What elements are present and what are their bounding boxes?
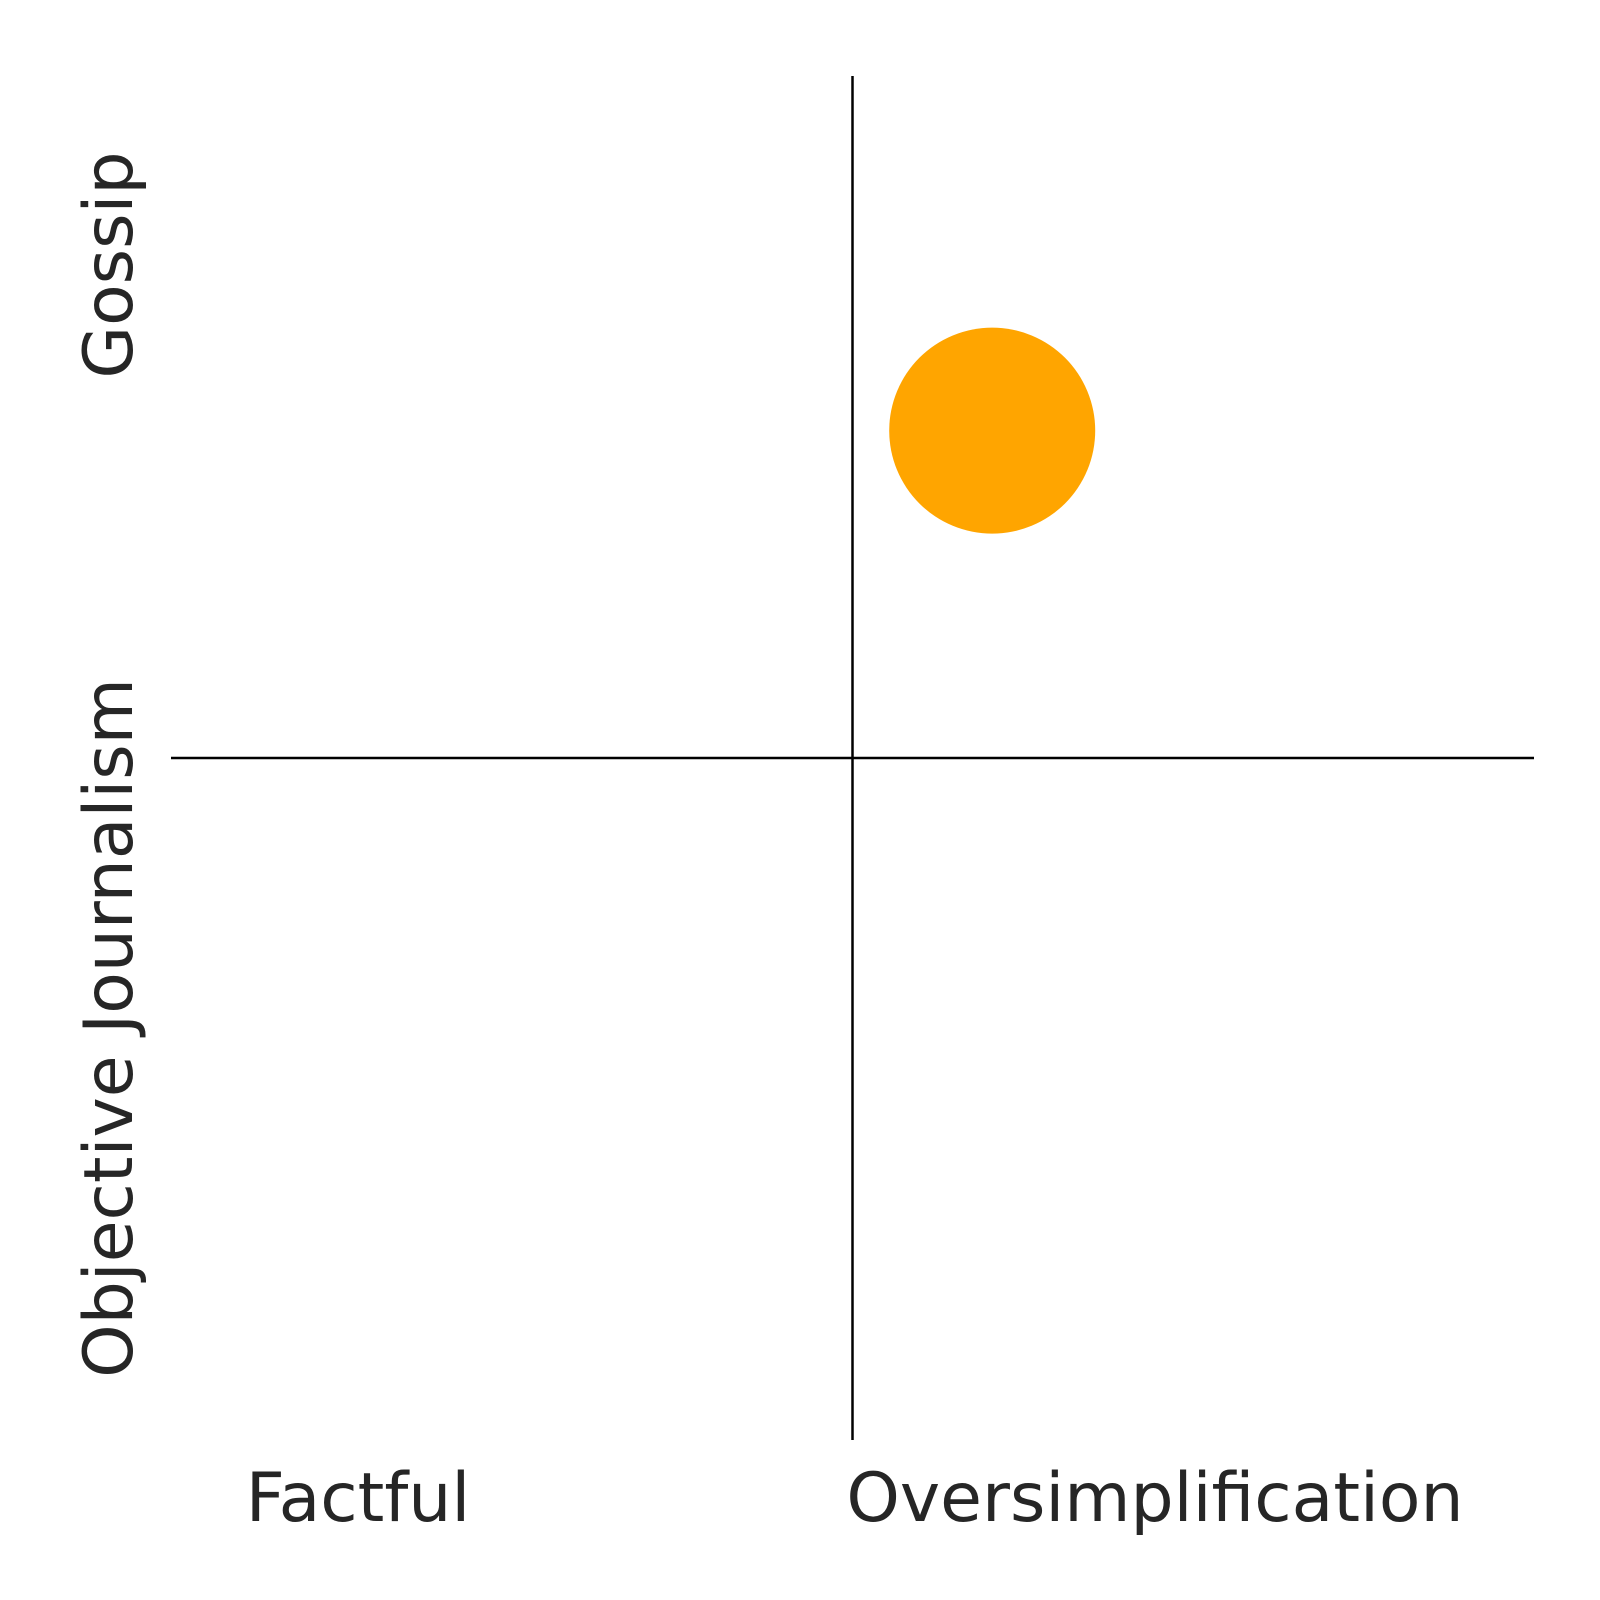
y-axis-high-label: Gossip xyxy=(70,151,149,378)
x-axis-high-label: Oversimplification xyxy=(846,1459,1463,1538)
x-axis-low-label: Factful xyxy=(246,1459,471,1538)
data-point-1 xyxy=(889,327,1096,534)
y-axis-low-label: Objective Journalism xyxy=(70,678,149,1378)
points-layer xyxy=(889,327,1096,534)
